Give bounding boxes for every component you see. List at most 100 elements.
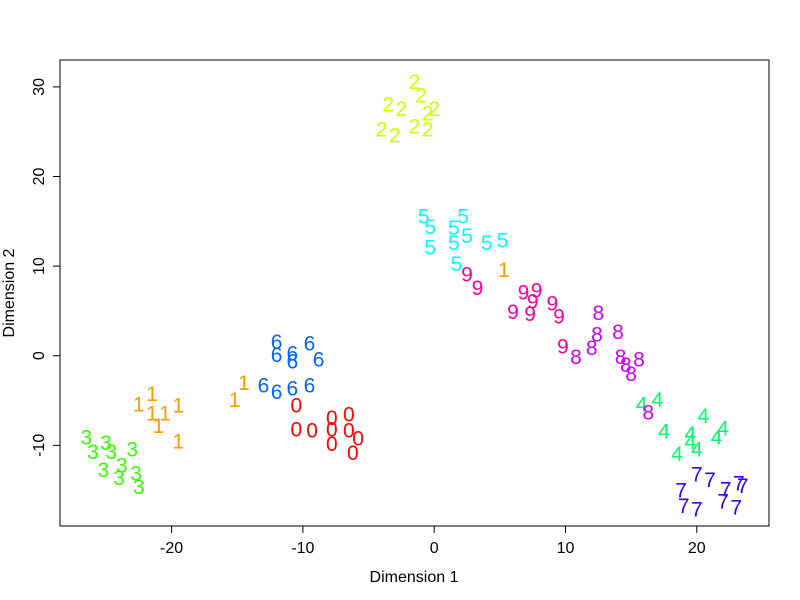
point-digit-0: 0 [343,403,355,426]
point-digit-0: 0 [290,419,302,442]
point-digit-8: 8 [642,402,654,425]
point-digit-8: 8 [612,321,624,344]
point-digit-0: 0 [326,433,338,456]
point-digit-2: 2 [382,93,394,116]
point-digit-1: 1 [146,383,158,406]
point-digit-0: 0 [306,420,318,443]
y-axis-title: Dimension 2 [1,248,18,337]
y-tick-label: 0 [31,351,48,360]
point-digit-2: 2 [422,102,434,125]
point-digit-9: 9 [507,301,519,324]
point-digit-5: 5 [448,217,460,240]
point-digit-9: 9 [461,264,473,287]
point-digit-2: 2 [422,118,434,141]
point-digit-9: 9 [557,335,569,358]
point-digit-9: 9 [527,290,539,313]
point-digit-7: 7 [737,475,749,498]
point-digit-3: 3 [130,463,142,486]
x-axis-title: Dimension 1 [370,569,459,586]
point-digit-0: 0 [290,394,302,417]
point-digit-4: 4 [652,389,664,412]
point-digit-5: 5 [424,237,436,260]
point-digit-7: 7 [704,469,716,492]
point-digit-5: 5 [424,216,436,239]
y-tick-label: 30 [31,78,48,96]
point-digit-6: 6 [287,377,299,400]
point-digit-3: 3 [113,467,125,490]
point-digit-6: 6 [304,333,316,356]
point-digit-2: 2 [409,116,421,139]
point-digit-0: 0 [347,442,359,465]
point-digit-6: 6 [287,342,299,365]
point-digit-8: 8 [633,349,645,372]
y-axis: -10 0 10 20 30 [31,78,61,457]
point-digit-7: 7 [733,472,745,495]
point-digit-1: 1 [133,394,145,417]
point-digit-6: 6 [271,381,283,404]
point-digit-8: 8 [620,354,632,377]
point-digit-9: 9 [547,292,559,315]
x-tick-label: -10 [291,540,314,557]
point-digit-3: 3 [87,441,99,464]
point-digit-4: 4 [684,431,696,454]
point-digit-1: 1 [238,372,250,395]
point-digit-5: 5 [418,205,430,228]
x-tick-label: 20 [688,540,706,557]
point-digit-7: 7 [678,495,690,518]
point-digit-4: 4 [671,443,683,466]
point-digit-0: 0 [343,420,355,443]
point-digit-6: 6 [271,331,283,354]
point-digit-0: 0 [326,419,338,442]
point-digit-4: 4 [684,423,696,446]
point-digit-9: 9 [531,280,543,303]
point-digit-7: 7 [691,498,703,521]
point-digit-8: 8 [591,324,603,347]
point-digit-2: 2 [428,98,440,121]
point-digit-2: 2 [409,71,421,94]
point-digit-7: 7 [717,490,729,513]
point-digit-8: 8 [625,363,637,386]
point-digit-9: 9 [524,303,536,326]
point-digit-1: 1 [153,415,165,438]
point-digit-6: 6 [313,349,325,372]
point-digit-5: 5 [448,232,460,255]
point-digit-4: 4 [691,438,703,461]
point-digit-4: 4 [698,405,710,428]
point-digit-7: 7 [691,463,703,486]
point-digit-6: 6 [271,344,283,367]
point-digit-4: 4 [636,394,648,417]
point-digit-2: 2 [376,118,388,141]
point-digit-3: 3 [126,438,138,461]
point-digit-3: 3 [133,476,145,499]
point-digit-6: 6 [304,375,316,398]
point-digit-5: 5 [461,225,473,248]
x-axis: -20 -10 0 10 20 [160,525,706,557]
point-digit-3: 3 [97,459,109,482]
point-digit-4: 4 [658,420,670,443]
point-digit-8: 8 [586,337,598,360]
point-digit-9: 9 [553,306,565,329]
point-digit-7: 7 [730,497,742,520]
point-digit-2: 2 [396,98,408,121]
x-tick-label: -20 [160,540,183,557]
point-digit-0: 0 [326,407,338,430]
point-digit-0: 0 [352,428,364,451]
point-digit-5: 5 [497,230,509,253]
point-digit-5: 5 [457,205,469,228]
point-digit-8: 8 [570,346,582,369]
point-digit-6: 6 [287,351,299,374]
point-digit-4: 4 [711,427,723,450]
point-digit-1: 1 [146,402,158,425]
point-digit-7: 7 [720,479,732,502]
point-digit-3: 3 [100,432,112,455]
point-digit-1: 1 [159,402,171,425]
point-digit-1: 1 [172,430,184,453]
y-tick-label: 20 [31,168,48,186]
y-tick-label: 10 [31,257,48,275]
point-digit-5: 5 [481,232,493,255]
point-digit-1: 1 [172,394,184,417]
point-digit-9: 9 [518,282,530,305]
point-digit-3: 3 [116,454,128,477]
